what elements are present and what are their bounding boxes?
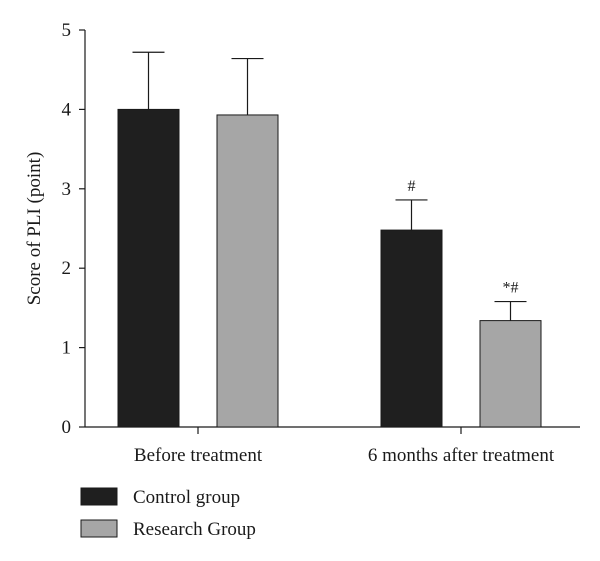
y-axis-title: Score of PLI (point) [24,152,45,306]
y-tick-label: 5 [62,20,72,41]
significance-marker: # [408,178,416,195]
significance-marker: *# [503,280,519,297]
x-axis: Before treatment 6 months after treatment [85,426,580,466]
legend-swatch [80,487,118,506]
y-tick-label: 1 [62,338,72,359]
y-tick-label: 0 [62,417,72,438]
y-tick-label: 2 [62,258,72,279]
bars: # *# [117,51,542,428]
bar [117,108,180,428]
bar [479,320,542,428]
legend-label: Control group [133,487,240,508]
y-tick-label: 3 [62,179,72,200]
y-tick-label: 4 [62,99,72,120]
x-category-label: 6 months after treatment [368,445,555,466]
bar [380,229,443,428]
y-axis: 0 1 2 3 4 5 [62,20,86,438]
bar [216,114,279,428]
legend-label: Research Group [133,519,256,540]
legend: Control group Research Group [80,487,256,540]
legend-swatch [80,519,118,538]
x-category-label: Before treatment [134,445,263,466]
